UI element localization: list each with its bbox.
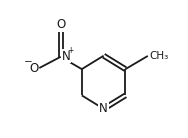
Text: −: − — [24, 57, 33, 67]
Text: O: O — [29, 62, 38, 75]
Text: N: N — [99, 102, 108, 115]
Text: O: O — [56, 18, 65, 31]
Text: +: + — [67, 46, 74, 55]
Text: CH₃: CH₃ — [149, 51, 168, 61]
Text: N: N — [62, 50, 70, 63]
